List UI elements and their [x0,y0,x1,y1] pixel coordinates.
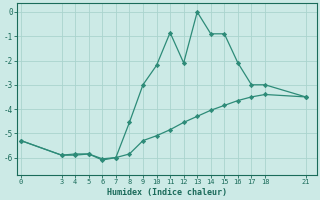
X-axis label: Humidex (Indice chaleur): Humidex (Indice chaleur) [107,188,227,197]
